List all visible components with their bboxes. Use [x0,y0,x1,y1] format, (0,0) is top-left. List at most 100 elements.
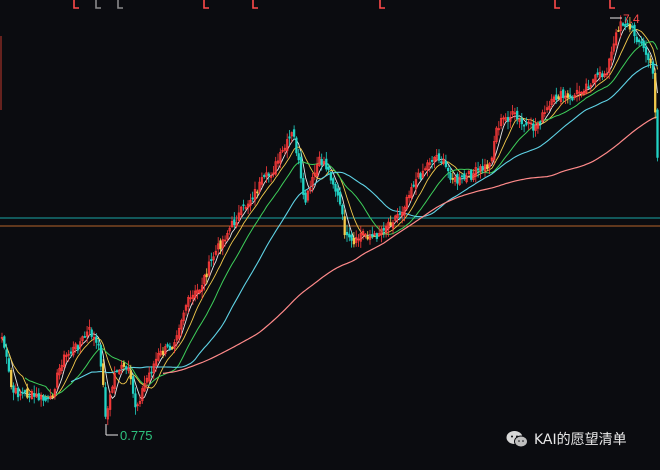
candle-body [260,177,264,185]
candle-body [196,289,199,294]
candle-body [637,39,641,43]
candle-body [447,167,450,172]
candle-body [403,206,406,216]
candle-body [111,386,114,393]
candle-body [476,168,480,171]
candle-body [336,188,339,196]
candle-body [246,203,250,208]
candle-body [559,91,563,102]
candle-body [286,139,289,152]
candle-body [90,329,93,337]
candle-body [42,395,45,401]
candle-body [148,372,151,382]
candle-body [497,128,500,131]
candle-body [230,221,234,228]
candle-body [350,234,353,241]
candle-body [449,173,452,180]
candle-body [578,91,581,94]
event-marker [554,0,560,9]
candle-body [332,178,335,185]
candle-body [460,175,464,178]
candle-body [417,172,420,178]
candle-body [396,214,399,218]
candle-body [474,167,477,177]
candle-body [99,345,103,367]
low-price-label: 0.775 [120,428,153,443]
candle-body [456,173,459,184]
candle-body [575,89,579,95]
candle-body [587,86,590,89]
candle-body [605,73,609,76]
candle-body [65,354,68,357]
candle-body [198,289,201,294]
candle-body [141,388,144,402]
candle-body [391,222,395,229]
candle-body [532,123,535,131]
candle-body [97,343,100,346]
candle-body [548,105,551,110]
candle-body [19,393,22,396]
candle-body [16,387,20,398]
candle-body [3,336,6,348]
event-marker [252,0,258,9]
candle-body [189,297,192,300]
candle-body [483,164,487,171]
candle-body [428,162,431,165]
candle-body [83,336,86,338]
candle-body [269,175,273,178]
candle-body [511,111,514,115]
candle-body [240,206,243,216]
candle-body [368,235,372,240]
candle-body [159,350,162,356]
candle-body [92,336,96,340]
event-marker [117,0,123,9]
candle-body [228,227,231,232]
candle-body [382,227,385,231]
candle-body [407,195,411,199]
candle-body [649,58,652,64]
candle-body [0,337,4,339]
candle-body [39,395,43,400]
candle-body [644,46,648,55]
candle-body [486,164,489,170]
candle-body [136,404,139,407]
candle-body [251,197,254,200]
event-marker [379,0,385,9]
candle-body [33,393,36,397]
candle-body [207,261,211,276]
candle-body [371,234,374,237]
candle-body [624,24,627,27]
candle-body [557,96,560,100]
candle-body [281,150,284,152]
candle-body [205,273,208,278]
candle-body [212,256,215,261]
candle-body [290,132,293,137]
candle-body [12,385,15,393]
candle-body [465,175,468,183]
candle-body [520,118,523,125]
candle-body [272,172,275,175]
candle-body [325,158,328,170]
candle-body [175,335,178,341]
candle-body [488,162,491,168]
candle-body [361,230,365,236]
candle-body [72,346,75,356]
candle-body [571,97,574,101]
candle-body [472,173,475,180]
candle-body [267,173,270,176]
candle-body [106,408,109,420]
candle-body [154,358,158,366]
candle-body [619,21,622,31]
candle-body [647,53,650,61]
candle-body [440,161,443,164]
candle-body [60,364,63,371]
candle-body [513,112,517,115]
candle-body [633,24,636,37]
candle-body [608,58,611,73]
candle-body [118,369,121,375]
candle-body [424,168,427,171]
candle-body [104,387,107,417]
candle-body [373,233,376,235]
candle-body [493,141,496,160]
candle-body [545,107,549,111]
